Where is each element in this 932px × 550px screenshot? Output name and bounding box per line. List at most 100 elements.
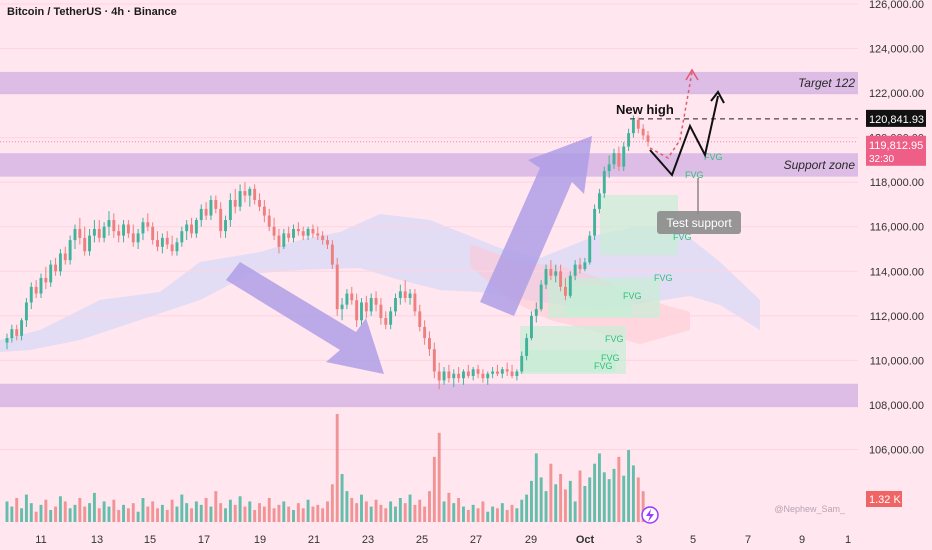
candle-body xyxy=(481,373,485,379)
candle-body xyxy=(563,286,567,296)
candle-body xyxy=(364,302,368,312)
volume-bar xyxy=(330,484,334,522)
volume-bar xyxy=(97,508,101,522)
candle-body xyxy=(136,233,140,243)
candle-body xyxy=(437,371,441,381)
chart-title: Bitcoin / TetherUS · 4h · Binance xyxy=(7,6,177,18)
volume-bar xyxy=(597,453,601,522)
volume-bar xyxy=(29,503,33,522)
volume-bar xyxy=(117,510,121,522)
candle-body xyxy=(224,220,227,232)
candle-body xyxy=(34,286,38,294)
volume-bar xyxy=(122,504,126,522)
fvg-block xyxy=(524,350,616,372)
candle-body xyxy=(122,224,126,236)
volume-bar xyxy=(510,504,514,522)
candle-body xyxy=(146,222,150,227)
candle-body xyxy=(112,220,116,232)
volume-bar xyxy=(292,510,295,522)
current-price-label: 119,812.95 xyxy=(869,140,923,152)
candle-body xyxy=(568,275,572,296)
candle-body xyxy=(374,298,378,305)
candle-body xyxy=(292,228,295,238)
volume-bar xyxy=(563,489,567,522)
volume-bar xyxy=(316,504,320,522)
volume-bar xyxy=(369,506,373,522)
volume-bar xyxy=(496,508,499,522)
projection-arrowhead xyxy=(710,90,725,104)
volume-bar xyxy=(622,475,626,522)
candle-body xyxy=(20,320,24,336)
candle-body xyxy=(627,133,631,147)
candle-body xyxy=(253,188,257,200)
x-tick-label: 1 xyxy=(845,534,851,546)
volume-bar xyxy=(78,498,82,522)
volume-bar xyxy=(437,432,441,522)
candle-body xyxy=(44,277,48,283)
x-tick-label: 19 xyxy=(254,534,266,546)
candle-body xyxy=(301,231,305,236)
reference-price-tag xyxy=(866,109,926,127)
volume-bar xyxy=(321,508,325,522)
volume-bar xyxy=(233,504,237,522)
candle-body xyxy=(170,244,174,252)
candle-body xyxy=(306,228,310,236)
candle-body xyxy=(432,349,436,372)
volume-bar xyxy=(112,499,116,522)
volume-bar xyxy=(296,503,300,522)
candle-body xyxy=(583,262,587,270)
volume-bar xyxy=(44,499,48,522)
candle-body xyxy=(602,171,606,194)
volume-bar xyxy=(364,501,368,522)
x-tick-label: 27 xyxy=(470,534,482,546)
fvg-label: FVG xyxy=(601,353,620,363)
volume-bar xyxy=(102,501,106,522)
candle-body xyxy=(54,264,58,272)
candle-body xyxy=(544,269,548,285)
y-tick-label: 112,000.00 xyxy=(870,311,924,323)
candle-body xyxy=(97,228,101,238)
volume-bar xyxy=(418,499,422,522)
candle-body xyxy=(160,237,164,247)
volume-bar xyxy=(408,494,412,522)
x-tick-label: 7 xyxy=(745,534,751,546)
x-tick-label: 5 xyxy=(690,534,696,546)
volume-bar xyxy=(394,506,397,522)
candle-body xyxy=(403,291,407,298)
volume-label: 1.32 K xyxy=(869,494,901,506)
volume-bar xyxy=(199,504,203,522)
candle-body xyxy=(209,200,213,216)
test-support-label: Test support xyxy=(666,216,732,230)
volume-bar xyxy=(583,486,587,522)
volume-bar xyxy=(578,470,582,522)
candle-body xyxy=(83,237,87,252)
volume-bar xyxy=(403,503,407,522)
candle-body xyxy=(248,188,252,196)
candle-body xyxy=(107,220,111,227)
candle-body xyxy=(641,128,645,136)
volume-bar xyxy=(151,501,155,522)
candle-body xyxy=(622,146,626,167)
candle-body xyxy=(29,286,33,303)
candle-body xyxy=(316,233,320,236)
volume-bar xyxy=(636,477,640,522)
candle-body xyxy=(369,298,373,312)
volume-bar xyxy=(335,414,339,522)
volume-bar xyxy=(131,503,135,522)
current-price-tag xyxy=(866,135,926,166)
volume-bar xyxy=(471,504,475,522)
candle-body xyxy=(68,240,72,261)
candle-body xyxy=(282,233,286,247)
volume-bar xyxy=(204,498,208,522)
volume-bar xyxy=(209,506,213,522)
volume-bar xyxy=(491,506,495,522)
candle-body xyxy=(199,208,203,221)
volume-bar xyxy=(141,498,145,522)
candle-body xyxy=(335,264,339,310)
volume-bar xyxy=(224,508,227,522)
new-high-label: New high xyxy=(616,102,674,117)
volume-bar xyxy=(170,499,174,522)
volume-bar xyxy=(612,468,616,522)
lightning-bolt xyxy=(646,509,654,522)
